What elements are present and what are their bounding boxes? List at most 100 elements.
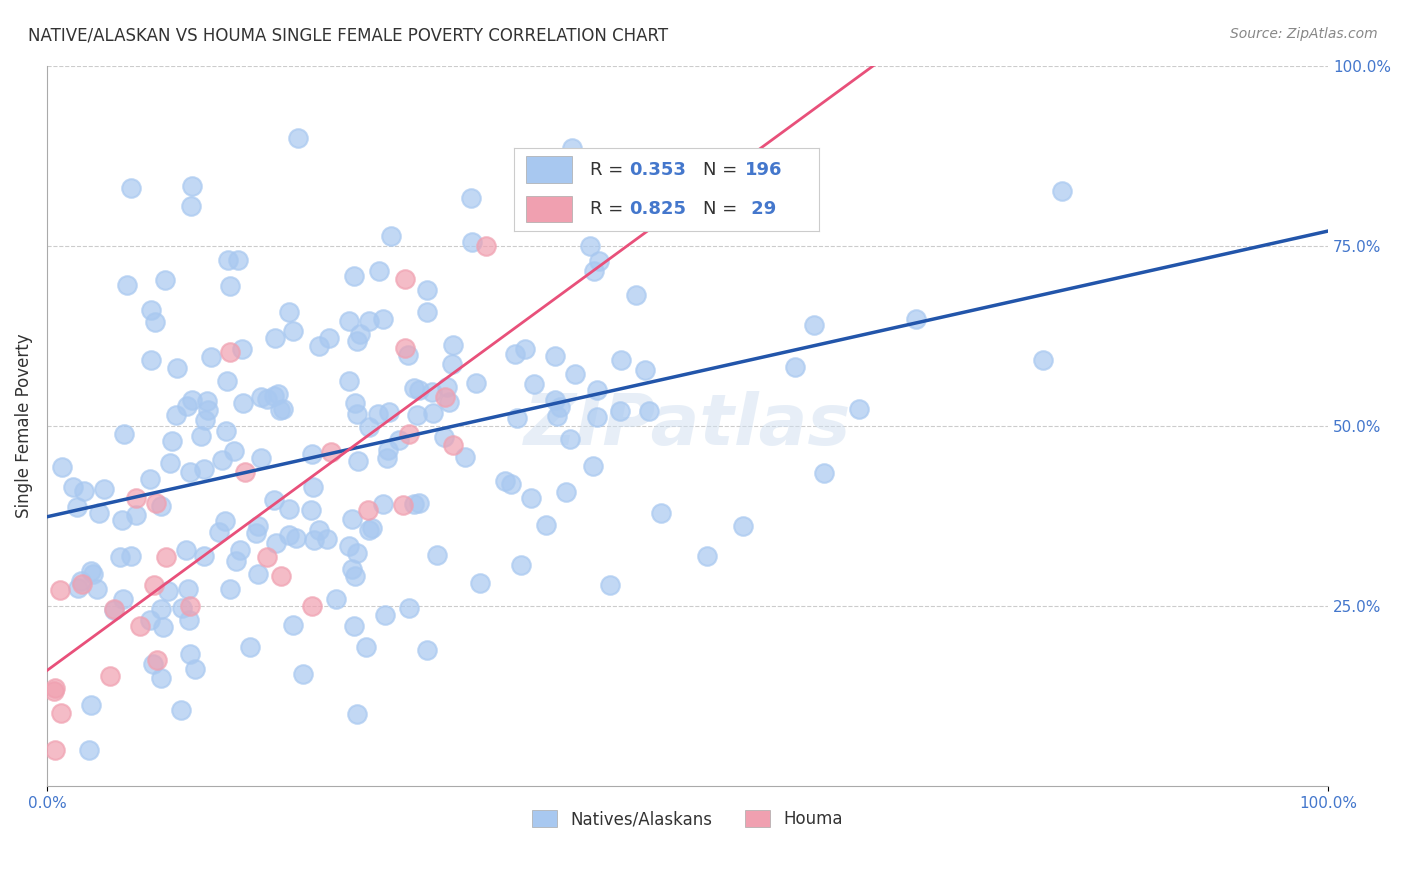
Point (367, 264, 389, 278)
Point (232, 396, 254, 410)
Point (100, 669, 122, 683)
Point (558, 432, 581, 446)
Point (219, 344, 242, 359)
Point (302, 480, 325, 494)
Point (120, 549, 142, 563)
Point (441, 358, 464, 372)
Point (44, 681, 66, 696)
Point (579, 239, 602, 253)
Point (380, 228, 402, 243)
Text: R =: R = (589, 200, 628, 219)
Point (49, 706, 72, 720)
Y-axis label: Single Female Poverty: Single Female Poverty (15, 334, 32, 518)
Point (465, 376, 488, 390)
FancyBboxPatch shape (526, 196, 571, 222)
Point (215, 374, 238, 388)
Point (256, 549, 278, 564)
Point (208, 525, 231, 540)
Point (301, 599, 323, 613)
Point (267, 387, 290, 401)
Point (181, 393, 204, 408)
Point (433, 430, 456, 444)
Point (610, 352, 633, 367)
Point (166, 361, 188, 376)
Point (634, 362, 657, 376)
Point (108, 549, 131, 564)
Point (510, 558, 533, 573)
Point (377, 442, 399, 457)
Point (494, 474, 516, 488)
Point (396, 348, 419, 362)
Point (461, 235, 484, 250)
Point (44, 743, 66, 757)
Point (803, 318, 825, 333)
Point (176, 582, 198, 597)
Point (340, 512, 363, 526)
Point (582, 264, 605, 278)
Point (139, 613, 162, 627)
Point (142, 578, 165, 592)
Point (231, 343, 253, 357)
Point (172, 601, 194, 615)
Point (79, 743, 101, 757)
Point (548, 401, 571, 415)
Point (51, 459, 73, 474)
Point (143, 314, 166, 328)
Point (346, 407, 368, 421)
Point (377, 404, 399, 418)
Point (554, 485, 576, 500)
Point (44, 684, 66, 698)
Point (337, 314, 360, 328)
Point (515, 343, 537, 357)
Point (375, 450, 398, 465)
Point (157, 584, 180, 599)
Point (73, 483, 96, 498)
Point (357, 419, 380, 434)
Point (103, 602, 125, 616)
Point (346, 546, 368, 560)
Text: 0.353: 0.353 (630, 161, 686, 178)
Point (111, 513, 134, 527)
Point (346, 334, 368, 349)
Point (544, 349, 567, 363)
Point (284, 531, 307, 545)
Point (82, 567, 104, 582)
Point (316, 532, 339, 546)
Point (905, 311, 928, 326)
Point (505, 347, 527, 361)
Text: 0.825: 0.825 (630, 200, 686, 219)
Point (246, 519, 269, 533)
Point (125, 491, 148, 506)
Point (211, 452, 233, 467)
Point (174, 542, 197, 557)
Point (388, 433, 411, 447)
Point (177, 613, 200, 627)
Point (588, 254, 610, 268)
Point (149, 499, 172, 513)
Point (585, 383, 607, 397)
Point (582, 458, 605, 473)
Point (271, 402, 294, 417)
Point (408, 383, 430, 397)
Point (277, 501, 299, 516)
Point (103, 603, 125, 617)
Point (266, 536, 288, 550)
Point (70, 576, 93, 591)
Point (544, 392, 567, 407)
Point (193, 462, 215, 476)
Text: ZIPatlas: ZIPatlas (524, 392, 851, 460)
Point (197, 403, 219, 417)
Point (176, 399, 198, 413)
Point (180, 179, 202, 194)
Point (344, 569, 367, 583)
Point (367, 407, 389, 421)
Point (66, 500, 89, 514)
Point (150, 602, 173, 616)
Point (142, 657, 165, 671)
Point (475, 238, 498, 252)
Point (277, 305, 299, 319)
Point (270, 569, 292, 583)
Point (402, 497, 425, 511)
Point (848, 401, 870, 416)
Point (256, 392, 278, 407)
